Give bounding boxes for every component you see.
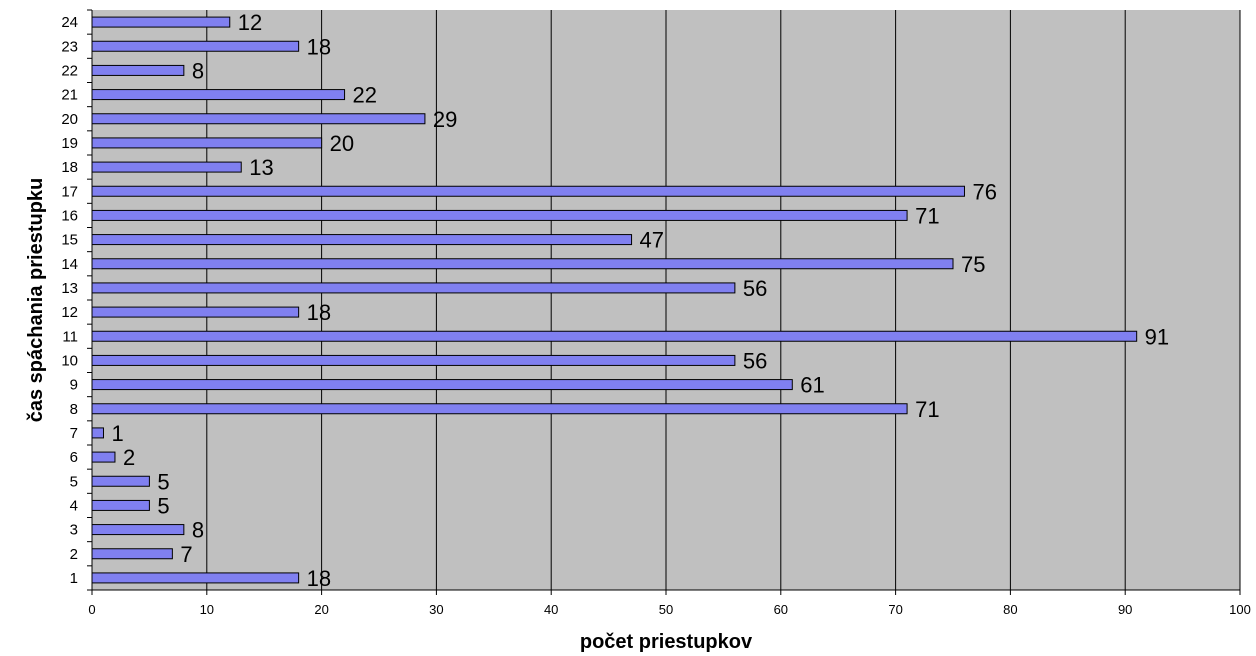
- bar: [91, 161, 242, 173]
- data-label: 18: [307, 34, 331, 59]
- y-tick-label: 20: [61, 111, 78, 128]
- data-label: 1: [111, 421, 123, 446]
- bar: [91, 16, 231, 28]
- bar: [91, 258, 954, 270]
- y-tick-label: 3: [70, 522, 78, 539]
- y-tick-label: 13: [61, 280, 78, 297]
- data-label: 20: [330, 131, 354, 156]
- bar: [91, 451, 116, 463]
- bar: [91, 330, 1138, 342]
- y-tick-label: 6: [70, 449, 78, 466]
- y-tick-label: 23: [61, 38, 78, 55]
- y-tick-label: 8: [70, 401, 78, 418]
- bar: [91, 379, 793, 391]
- bar: [91, 354, 736, 366]
- y-tick-label: 18: [61, 159, 78, 176]
- x-tick-label: 100: [1229, 602, 1251, 617]
- data-label: 2: [123, 445, 135, 470]
- gridlines: [206, 10, 1241, 590]
- y-tick-label: 7: [70, 425, 78, 442]
- data-labels: 1878552171615691185675477176132029228181…: [111, 10, 1169, 591]
- bar: [91, 209, 908, 221]
- data-label: 5: [157, 469, 169, 494]
- data-label: 61: [800, 373, 824, 398]
- data-label: 76: [972, 179, 996, 204]
- x-tick-label: 90: [1118, 602, 1132, 617]
- y-tick-label: 15: [61, 232, 78, 249]
- data-label: 56: [743, 276, 767, 301]
- x-tick-label: 20: [314, 602, 328, 617]
- y-tick-label: 16: [61, 207, 78, 224]
- y-tick-label: 12: [61, 304, 78, 321]
- y-axis-title: čas spáchania priestupku: [25, 178, 47, 423]
- y-tick-label: 17: [61, 183, 78, 200]
- y-tick-label: 10: [61, 352, 78, 369]
- data-label: 91: [1145, 324, 1169, 349]
- x-tick-label: 70: [888, 602, 902, 617]
- data-label: 29: [433, 107, 457, 132]
- data-label: 71: [915, 203, 939, 228]
- data-label: 8: [192, 518, 204, 543]
- data-label: 47: [640, 228, 664, 253]
- bar: [91, 306, 300, 318]
- y-tick-label: 9: [70, 377, 78, 394]
- bar: [91, 40, 300, 52]
- y-tick-label: 14: [61, 256, 78, 273]
- x-tick-label: 80: [1003, 602, 1017, 617]
- data-label: 22: [353, 83, 377, 108]
- bar: [91, 475, 150, 487]
- bar: [91, 137, 323, 149]
- data-label: 7: [180, 542, 192, 567]
- y-tick-label: 19: [61, 135, 78, 152]
- data-label: 8: [192, 58, 204, 83]
- bar: [91, 113, 426, 125]
- x-tick-label: 60: [774, 602, 788, 617]
- bar: [91, 572, 300, 584]
- data-label: 18: [307, 300, 331, 325]
- bar: [91, 548, 173, 560]
- y-tick-label: 11: [62, 328, 78, 345]
- x-tick-label: 10: [200, 602, 214, 617]
- y-tick-label: 4: [70, 497, 78, 514]
- y-tick-label: 22: [61, 62, 78, 79]
- data-label: 56: [743, 348, 767, 373]
- bar: [91, 282, 736, 294]
- bar: [91, 499, 150, 511]
- bar: [91, 185, 965, 197]
- y-tick-label: 1: [70, 570, 78, 587]
- x-tick-label: 30: [429, 602, 443, 617]
- data-label: 18: [307, 566, 331, 591]
- bar: [91, 64, 185, 76]
- x-tick-label: 50: [659, 602, 673, 617]
- x-axis-title: počet priestupkov: [580, 631, 753, 653]
- bar: [91, 234, 633, 246]
- bar: [91, 403, 908, 415]
- data-label: 75: [961, 252, 985, 277]
- x-tick-label: 40: [544, 602, 558, 617]
- bars: [91, 16, 1138, 584]
- y-tick-label: 5: [70, 473, 78, 490]
- bar: [91, 89, 346, 101]
- bar: [91, 427, 104, 439]
- data-label: 12: [238, 10, 262, 35]
- bar: [91, 524, 185, 536]
- y-tick-label: 24: [61, 14, 78, 31]
- data-label: 71: [915, 397, 939, 422]
- y-tick-label: 2: [70, 546, 78, 563]
- x-tick-label: 0: [88, 602, 95, 617]
- data-label: 5: [157, 493, 169, 518]
- x-axis-ticks: 0 10 20 30 40 50 60 70 80 90 100: [88, 590, 1251, 617]
- data-label: 13: [249, 155, 273, 180]
- y-tick-label: 21: [61, 87, 78, 104]
